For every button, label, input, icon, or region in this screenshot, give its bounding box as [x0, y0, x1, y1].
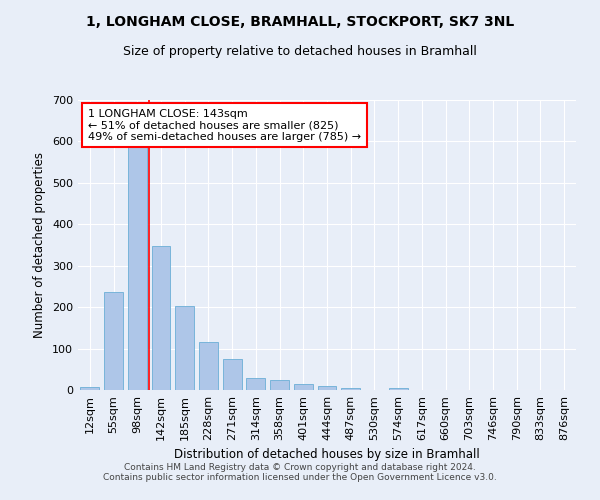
Bar — [317, 386, 337, 390]
Bar — [104, 292, 123, 390]
Bar — [270, 380, 289, 390]
Bar — [341, 388, 360, 390]
Bar — [294, 384, 313, 390]
Bar — [128, 146, 147, 390]
Bar — [152, 246, 170, 390]
Y-axis label: Number of detached properties: Number of detached properties — [34, 152, 46, 338]
X-axis label: Distribution of detached houses by size in Bramhall: Distribution of detached houses by size … — [174, 448, 480, 462]
Bar — [389, 388, 407, 390]
Text: Size of property relative to detached houses in Bramhall: Size of property relative to detached ho… — [123, 45, 477, 58]
Bar — [80, 387, 100, 390]
Text: 1, LONGHAM CLOSE, BRAMHALL, STOCKPORT, SK7 3NL: 1, LONGHAM CLOSE, BRAMHALL, STOCKPORT, S… — [86, 15, 514, 29]
Text: 1 LONGHAM CLOSE: 143sqm
← 51% of detached houses are smaller (825)
49% of semi-d: 1 LONGHAM CLOSE: 143sqm ← 51% of detache… — [88, 108, 361, 142]
Bar — [223, 359, 242, 390]
Bar — [247, 378, 265, 390]
Text: Contains HM Land Registry data © Crown copyright and database right 2024.
Contai: Contains HM Land Registry data © Crown c… — [103, 463, 497, 482]
Bar — [175, 306, 194, 390]
Bar — [199, 342, 218, 390]
